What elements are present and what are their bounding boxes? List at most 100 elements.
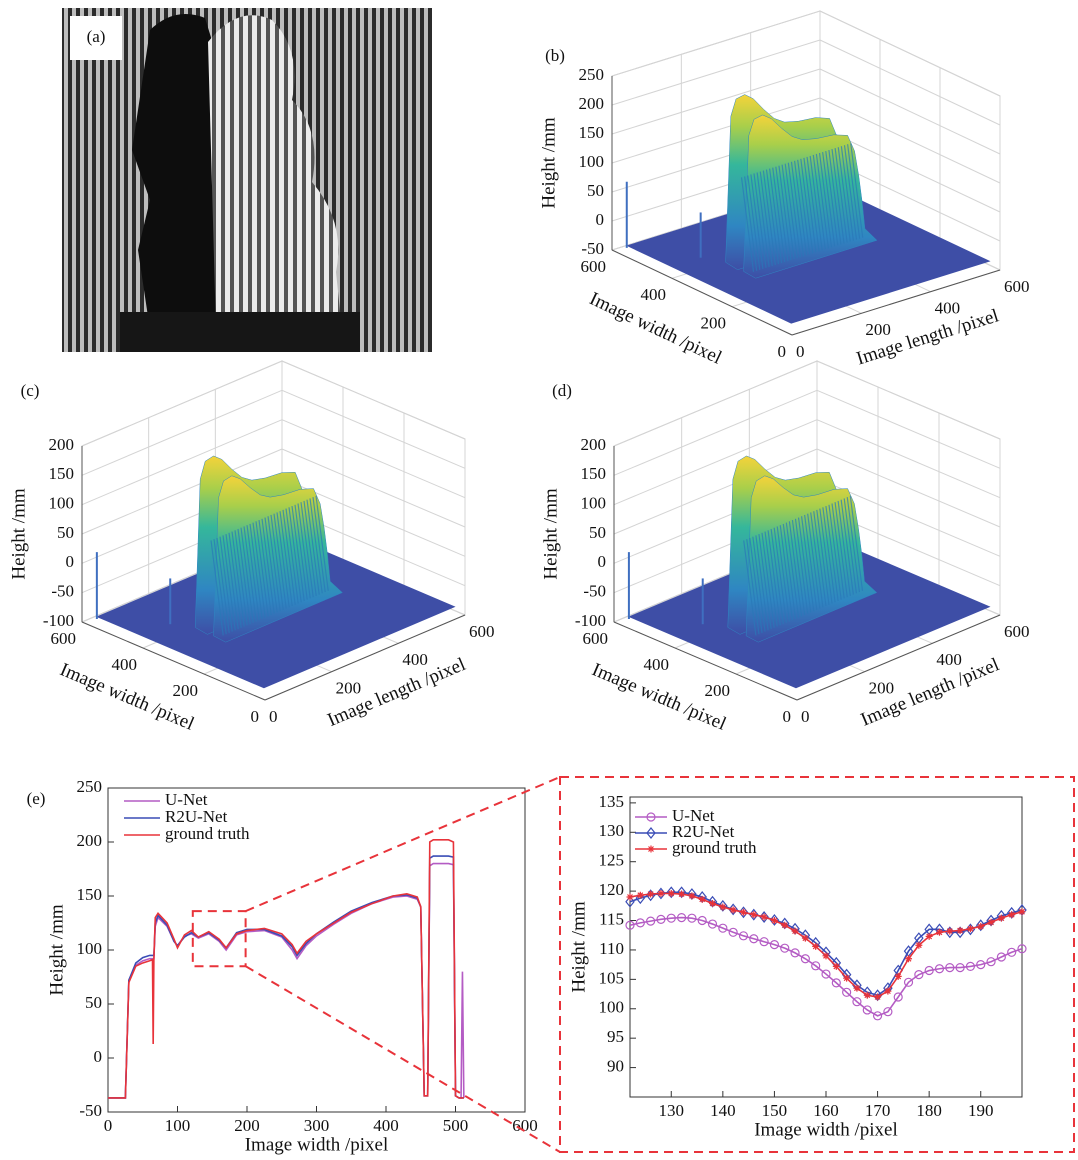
marker: [698, 895, 706, 903]
x-tick-label: 0: [801, 707, 810, 726]
grid-line: [281, 389, 466, 469]
legend-label: U-Net: [672, 806, 715, 825]
surface-streak: [234, 530, 248, 626]
surface-streak: [790, 161, 805, 257]
surface-streak: [216, 537, 230, 633]
marker: [965, 961, 976, 972]
grid-line: [819, 68, 1001, 155]
y-tick-label: 115: [599, 909, 624, 928]
grid-line: [819, 39, 1001, 126]
grid-line: [816, 448, 1001, 528]
z-tick-label: -50: [581, 239, 604, 258]
surface-streak: [750, 174, 764, 269]
z-tick-label: -100: [575, 611, 606, 630]
x-tick-label: 200: [869, 679, 895, 698]
marker: [687, 913, 697, 923]
surface-streak: [803, 157, 817, 253]
grid-line: [281, 448, 466, 528]
y-tick-label: -50: [79, 1101, 102, 1120]
marker: [872, 1011, 883, 1021]
y-tick-label: 200: [705, 681, 731, 700]
x-tick-label: 160: [813, 1101, 839, 1120]
surface-streak: [740, 177, 755, 272]
marker: [924, 965, 934, 976]
y-tick-label: 125: [599, 851, 625, 870]
marker: [657, 889, 665, 897]
surface-streak: [818, 152, 833, 248]
axis-line: [796, 614, 1001, 701]
grid-line: [281, 360, 466, 440]
y-tick-label: 0: [783, 707, 792, 726]
marker: [718, 923, 728, 933]
surface-streak: [219, 536, 233, 632]
marker: [832, 962, 840, 970]
surface-streak: [776, 526, 791, 622]
z-tick-label: 0: [598, 552, 607, 571]
marker: [738, 906, 749, 919]
marker: [853, 984, 861, 992]
surface-streak: [743, 540, 757, 636]
grid-line: [81, 419, 283, 506]
x-tick-label: 200: [336, 679, 362, 698]
surface-streak: [288, 507, 302, 603]
surface-streak: [849, 495, 864, 591]
surface-streak: [752, 536, 766, 632]
marker: [749, 934, 759, 944]
marker: [915, 941, 923, 949]
y-tick-label: 0: [94, 1047, 103, 1066]
z-tick-label: -100: [43, 611, 74, 630]
marker: [842, 987, 852, 997]
x-tick-label: 600: [469, 622, 495, 641]
surface-streak: [791, 519, 806, 616]
surface-streak: [291, 505, 305, 602]
marker: [719, 903, 727, 911]
marker: [749, 908, 759, 921]
surface-streak: [840, 499, 854, 595]
marker: [945, 962, 955, 973]
grid-line: [819, 97, 1001, 184]
marker: [646, 812, 656, 822]
surface-streak: [779, 525, 794, 621]
z-tick-label: 100: [581, 494, 607, 513]
surface-streak: [807, 513, 821, 609]
surface-streak: [822, 507, 836, 603]
x-tick-label: 0: [104, 1116, 113, 1135]
y-tick-label: 90: [607, 1056, 624, 1075]
marker: [987, 918, 995, 926]
z-axis-label: Height /mm: [540, 488, 561, 580]
surface-streak: [285, 508, 299, 604]
surface-streak: [834, 148, 848, 243]
y-tick-label: 600: [581, 257, 607, 276]
marker: [935, 928, 943, 936]
y-tick-label: 95: [607, 1027, 624, 1046]
surface-streak: [822, 151, 836, 247]
marker: [666, 913, 676, 923]
marker: [707, 919, 718, 929]
marker: [739, 908, 747, 916]
photo: (a): [62, 8, 432, 352]
surface-streak: [837, 500, 851, 596]
surface-streak: [825, 150, 839, 246]
surface-streak: [837, 147, 851, 242]
marker: [883, 1007, 893, 1017]
z-tick-label: 100: [579, 152, 605, 171]
z-tick-label: 250: [579, 65, 605, 84]
surface-streak: [831, 503, 845, 599]
surface-streak: [843, 145, 858, 240]
panel-label: (e): [27, 789, 46, 808]
surface-streak: [753, 173, 767, 268]
z-tick-label: 50: [589, 523, 606, 542]
marker: [697, 915, 707, 926]
grid-line: [611, 10, 821, 77]
surface-streak: [781, 164, 795, 260]
y-tick-label: 600: [583, 629, 609, 648]
surface-streak: [273, 513, 287, 609]
surface-streak: [264, 517, 278, 613]
surface-streak: [831, 149, 845, 244]
z-tick-label: 150: [579, 123, 605, 142]
z-tick-label: -50: [51, 582, 74, 601]
legend-label: U-Net: [165, 790, 208, 809]
surface-streak: [834, 502, 848, 598]
x-tick-label: 140: [710, 1101, 736, 1120]
x-tick-label: 0: [796, 342, 805, 361]
